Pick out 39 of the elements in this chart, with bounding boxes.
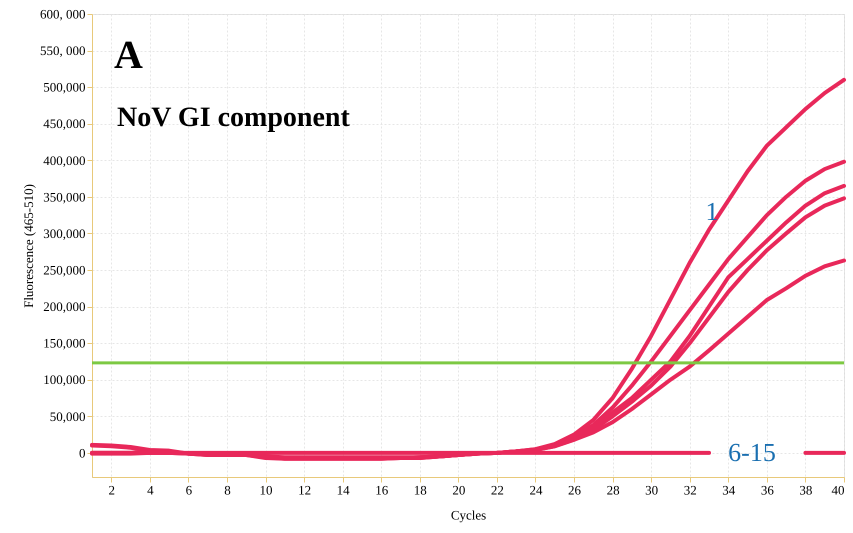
y-tick-label: 450,000 xyxy=(43,116,86,132)
x-tick-label: 16 xyxy=(375,482,389,498)
x-tick-label: 4 xyxy=(147,482,154,498)
x-tick-label: 20 xyxy=(452,482,466,498)
y-tick-label: 600, 000 xyxy=(40,6,86,22)
y-tick-label: 500,000 xyxy=(43,80,86,95)
x-tick-label: 18 xyxy=(414,482,427,498)
x-tick-label: 10 xyxy=(260,482,273,498)
x-tick-label: 32 xyxy=(684,482,697,498)
x-tick-label: 36 xyxy=(760,482,774,498)
x-tick-label: 22 xyxy=(490,482,504,498)
x-tick-label: 38 xyxy=(799,482,812,498)
y-axis-title: Fluorescence (465-510) xyxy=(21,184,36,308)
text: NoV GI component xyxy=(117,102,351,133)
x-tick-label: 24 xyxy=(529,482,543,498)
x-tick-label: 6 xyxy=(186,482,193,498)
x-tick-label: 34 xyxy=(722,482,736,498)
y-tick-label: 350,000 xyxy=(43,189,86,204)
annotation: 1 xyxy=(706,197,718,226)
x-tick-label: 8 xyxy=(224,482,231,498)
x-tick-label: 2 xyxy=(108,482,116,498)
y-tick-label: 550, 000 xyxy=(40,43,86,58)
x-tick-label: 28 xyxy=(606,482,620,498)
x-tick-label: 14 xyxy=(336,482,350,498)
y-tick-label: 150,000 xyxy=(43,336,86,351)
y-tick-label: 0 xyxy=(79,445,86,460)
x-axis-title: Cycles xyxy=(450,508,486,522)
annotation: 6-15 xyxy=(728,438,776,467)
chart-title: A xyxy=(114,32,143,77)
y-tick-label: 100,000 xyxy=(43,372,86,388)
y-tick-label: 300,000 xyxy=(43,226,86,241)
x-tick-label: 40 xyxy=(832,482,844,498)
x-tick-label: 12 xyxy=(298,482,312,498)
y-tick-label: 200,000 xyxy=(43,299,86,314)
y-tick-label: 250,000 xyxy=(43,262,86,278)
x-tick-label: 30 xyxy=(645,482,658,498)
x-tick-label: 26 xyxy=(568,482,582,498)
y-tick-label: 50,000 xyxy=(50,408,86,424)
y-tick-label: 400,000 xyxy=(43,152,86,168)
